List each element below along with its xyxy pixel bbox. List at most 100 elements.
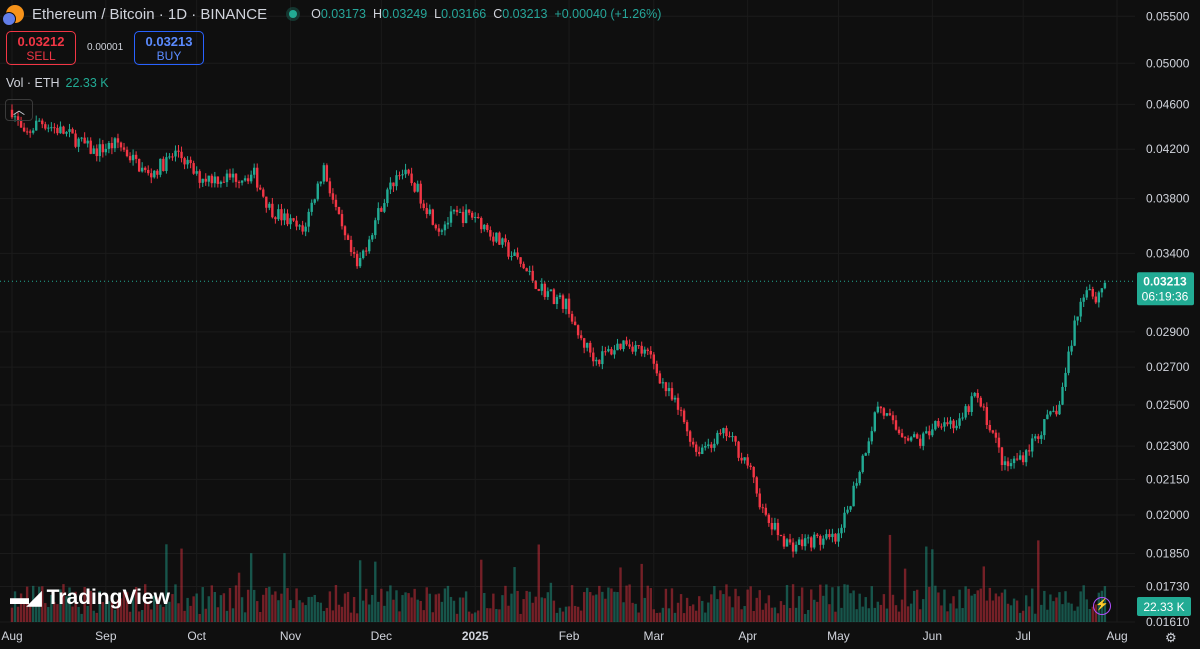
volume-bar — [501, 595, 504, 622]
volume-bar — [761, 609, 764, 622]
volume-bar — [961, 608, 964, 622]
volume-legend[interactable]: Vol · ETH 22.33 K — [6, 76, 109, 90]
candle-body — [897, 429, 901, 434]
volume-bar — [113, 609, 117, 622]
volume-bar — [816, 601, 819, 622]
candle-body — [858, 472, 861, 484]
candle-body — [307, 211, 310, 227]
candle-body — [25, 131, 29, 133]
candle-body — [1043, 419, 1046, 436]
tradingview-logo[interactable]: ▬◢ TradingView — [10, 586, 170, 610]
buy-label: BUY — [156, 49, 182, 63]
candle-body — [286, 213, 289, 225]
volume-bar — [413, 588, 416, 622]
volume-bar — [776, 613, 780, 622]
y-tick-label: 0.04200 — [1146, 142, 1190, 156]
volume-bar — [640, 563, 643, 622]
candle-body — [1085, 290, 1088, 298]
volume-bar — [643, 597, 646, 622]
candle-body — [894, 420, 898, 430]
symbol-title[interactable]: Ethereum / Bitcoin · 1D · BINANCE — [32, 5, 268, 23]
volume-bar — [22, 598, 26, 622]
volume-bar — [1021, 610, 1025, 622]
candle-body — [413, 183, 416, 192]
sell-button[interactable]: 0.03212 SELL — [6, 31, 76, 65]
volume-value: 22.33 K — [65, 76, 109, 90]
volume-bar — [534, 596, 537, 622]
volume-bar — [555, 612, 559, 622]
volume-bar — [1076, 606, 1079, 622]
candle-body — [876, 406, 880, 413]
volume-bar — [377, 601, 380, 622]
candle-body — [140, 167, 144, 172]
lightning-icon[interactable]: ⚡ — [1093, 597, 1111, 615]
volume-bar — [467, 611, 471, 622]
candle-body — [1088, 288, 1091, 291]
candle-body — [1067, 351, 1070, 373]
volume-bar — [573, 605, 577, 622]
volume-bar — [16, 606, 20, 622]
candle-body — [95, 148, 98, 157]
last-price-badge — [1137, 272, 1194, 306]
candle-body — [355, 253, 359, 267]
candle-body — [637, 345, 640, 347]
gear-icon[interactable]: ⚙ — [1165, 630, 1177, 645]
candle-body — [767, 514, 771, 523]
candle-body — [825, 534, 828, 539]
candle-body — [213, 176, 217, 184]
volume-bar — [688, 606, 692, 622]
volume-bar — [928, 586, 931, 622]
candle-body — [171, 156, 174, 158]
volume-bar — [77, 606, 80, 622]
volume-bar — [134, 587, 138, 622]
candle-body — [952, 420, 955, 429]
volume-bar — [489, 608, 492, 622]
candle-body — [546, 291, 550, 297]
candle-body — [35, 120, 38, 131]
volume-bar — [1061, 604, 1064, 622]
volume-bar — [1009, 605, 1013, 622]
volume-bar — [1034, 613, 1037, 622]
candle-body — [422, 203, 425, 209]
candle-body — [507, 242, 510, 257]
collapse-legend-button[interactable]: ︿ — [5, 99, 33, 121]
volume-bar — [525, 590, 528, 622]
candle-body — [888, 413, 892, 416]
candle-body — [89, 140, 92, 154]
volume-bar — [280, 593, 283, 622]
volume-bar — [74, 591, 77, 622]
candle-body — [464, 209, 468, 224]
candle-body — [234, 173, 238, 182]
candle-body — [586, 342, 589, 348]
candle-body — [598, 359, 601, 365]
candle-body — [343, 226, 347, 236]
volume-bar — [240, 597, 244, 622]
volume-bar — [613, 591, 616, 622]
candle-body — [486, 224, 489, 231]
volume-bar — [59, 589, 62, 622]
volume-bar — [292, 608, 295, 622]
symbol-header[interactable]: Ethereum / Bitcoin · 1D · BINANCE O0.031… — [2, 4, 661, 26]
volume-bar — [25, 586, 29, 622]
candle-body — [50, 127, 53, 129]
volume-bar — [701, 600, 704, 622]
candle-body — [495, 232, 498, 242]
x-tick-label: Jun — [923, 629, 942, 643]
candle-body — [131, 154, 135, 161]
volume-bar — [95, 612, 98, 622]
volume-bar — [622, 602, 625, 622]
buy-button[interactable]: 0.03213 BUY — [134, 31, 204, 65]
volume-bar — [62, 584, 65, 622]
candle-body — [207, 175, 210, 182]
candle-body — [682, 410, 686, 423]
volume-bar — [38, 586, 41, 622]
low-value: 0.03166 — [441, 7, 487, 21]
x-tick-label: Apr — [738, 629, 757, 643]
x-tick-label: 2025 — [462, 629, 489, 643]
volume-bar — [65, 596, 68, 622]
candle-body — [322, 165, 326, 182]
volume-bar — [340, 606, 344, 622]
candle-body — [601, 351, 604, 365]
candle-body — [604, 351, 607, 353]
